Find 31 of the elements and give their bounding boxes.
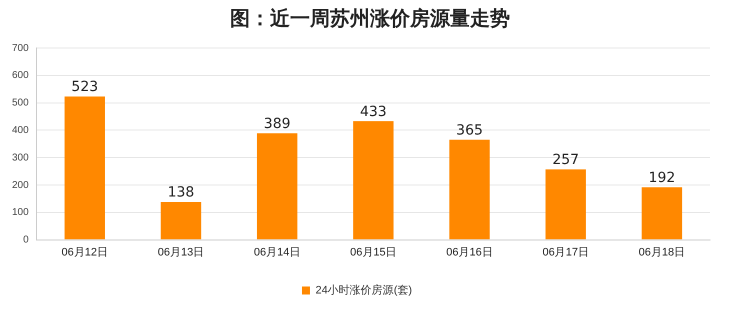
- data-label: 389: [264, 116, 291, 132]
- y-tick-label: 200: [12, 180, 30, 191]
- data-label: 257: [552, 152, 580, 168]
- y-tick-label: 500: [12, 98, 30, 109]
- y-tick-label: 100: [12, 207, 30, 218]
- bar: [449, 140, 490, 240]
- bar: [64, 96, 105, 240]
- bar: [642, 187, 682, 240]
- legend-label: 24小时涨价房源(套): [315, 284, 412, 297]
- bar: [353, 121, 394, 240]
- y-tick-label: 700: [12, 42, 30, 54]
- x-tick-label: 06月17日: [542, 246, 589, 258]
- data-label: 433: [360, 104, 387, 120]
- bar: [256, 133, 298, 240]
- data-label: 192: [648, 170, 676, 186]
- bar: [546, 169, 586, 240]
- x-tick-label: 06月15日: [350, 246, 397, 258]
- chart-title: 图：近一周苏州涨价房源量走势: [229, 5, 511, 32]
- x-tick-label: 06月12日: [62, 246, 108, 258]
- y-tick-label: 0: [23, 234, 30, 246]
- data-label: 523: [71, 79, 98, 96]
- x-tick-label: 06月18日: [638, 246, 686, 258]
- y-tick-label: 600: [12, 70, 30, 82]
- y-tick-label: 300: [12, 152, 30, 164]
- x-tick-label: 06月13日: [158, 246, 204, 258]
- bar: [160, 202, 202, 240]
- data-label: 138: [168, 184, 194, 201]
- data-label: 365: [456, 122, 483, 138]
- x-tick-label: 06月16日: [446, 246, 493, 258]
- y-tick-label: 400: [12, 124, 30, 136]
- x-tick-label: 06月14日: [254, 246, 300, 258]
